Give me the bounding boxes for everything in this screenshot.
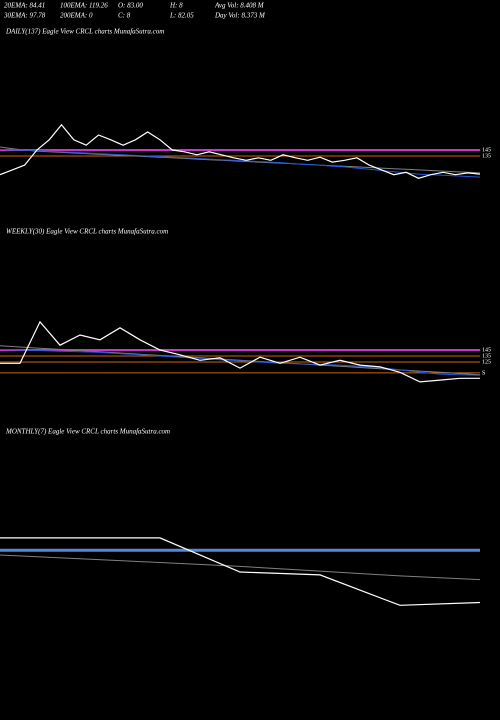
header-stat: 200EMA: 0 [60,12,93,20]
panel-title: WEEKLY(30) Eagle View CRCL charts Munafa… [6,228,168,236]
header-stat: O: 83.00 [118,2,143,10]
header-stat: 30EMA: 97.78 [3,12,46,20]
header-stat: Avg Vol: 8.408 M [214,2,265,10]
level-label: S [482,370,485,376]
price-line [0,554,481,581]
price-line [0,320,480,383]
price-line [0,148,481,178]
header-stat: 20EMA: 84.41 [4,2,45,10]
level-label: 135 [482,353,491,359]
level-label: 145 [482,147,491,153]
panel-title: MONTHLY(7) Eagle View CRCL charts Munafa… [5,428,170,436]
price-line [0,146,481,174]
price-line [0,537,481,606]
level-label: 125 [482,359,491,365]
header-stat: 100EMA: 119.26 [60,2,108,10]
price-line [0,123,481,179]
level-label: 145 [482,347,491,353]
header-stat: C: 8 [118,12,131,20]
header-stat: H: 8 [169,2,183,10]
header-stat: Day Vol: 8.373 M [214,12,266,20]
header-stat: L: 82.05 [169,12,194,20]
price-line [0,348,481,376]
panel-title: DAILY(137) Eagle View CRCL charts Munafa… [5,28,164,36]
level-label: 135 [482,153,491,159]
